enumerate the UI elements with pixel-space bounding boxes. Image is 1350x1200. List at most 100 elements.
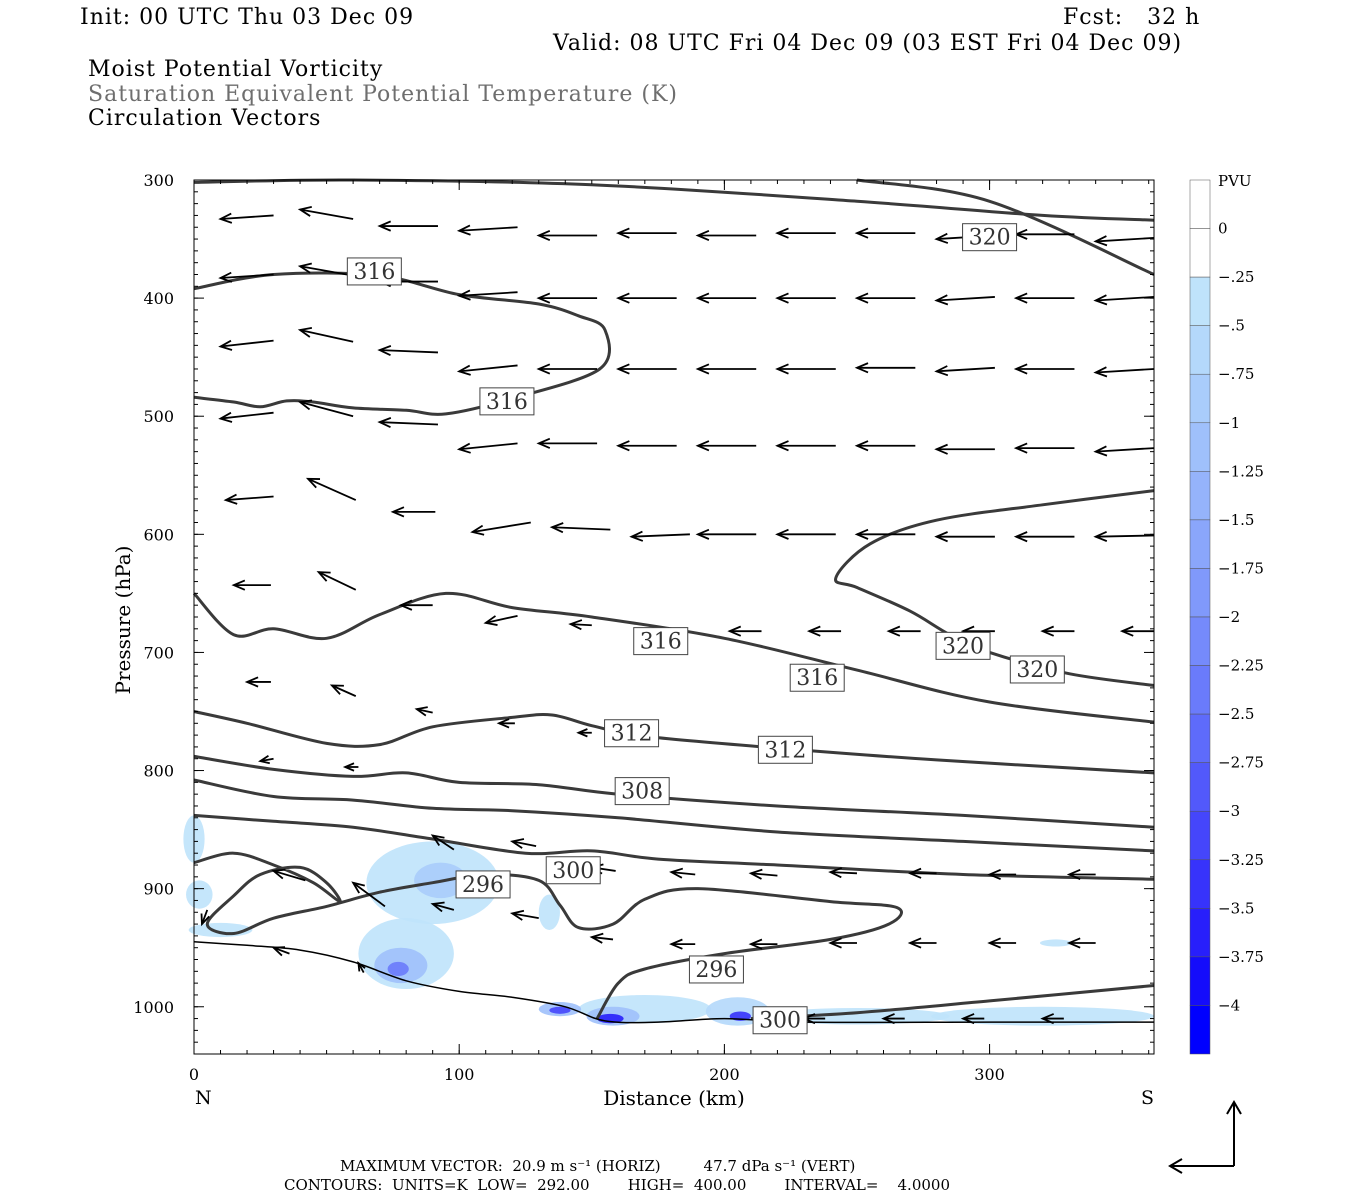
vector-arrow-96: [907, 937, 937, 949]
contour-label-3: 320: [942, 634, 984, 659]
reference-vector-icon: [1168, 1100, 1242, 1174]
vector-arrow-3: [456, 224, 518, 236]
vector-arrow-80: [509, 838, 537, 849]
vector-arrow-79: [430, 834, 455, 851]
contour-320-1: [856, 178, 1155, 276]
vector-arrow-2: [377, 220, 438, 232]
colorbar-swatch-7: [1189, 519, 1211, 569]
colorbar-swatch-3: [1189, 325, 1211, 375]
vector-arrow-99: [200, 909, 210, 927]
contour-label-13: 300: [759, 1009, 801, 1034]
vector-arrow-62: [398, 599, 433, 611]
vector-arrow-30: [695, 363, 757, 375]
contour-304-7: [193, 778, 1155, 853]
vector-arrow-74: [414, 706, 433, 717]
contour-label-box-10: [545, 856, 601, 885]
vector-arrow-56: [854, 528, 916, 540]
vector-arrow-19: [775, 292, 836, 304]
vector-arrow-53: [629, 530, 690, 542]
vector-arrow-34: [1013, 363, 1075, 375]
vector-arrow-94: [748, 938, 778, 950]
vector-arrow-23: [1093, 294, 1155, 306]
vector-arrow-25: [297, 326, 354, 343]
colorbar-swatch-15: [1189, 908, 1211, 958]
vector-arrow-48: [223, 493, 274, 505]
vector-arrow-78: [342, 762, 359, 772]
vector-arrow-58: [1013, 531, 1075, 543]
contour-316-4: [192, 591, 1155, 724]
vector-arrow-5: [615, 227, 677, 239]
vector-arrow-42: [695, 440, 757, 452]
circulation-vectors: [200, 205, 1155, 1025]
vector-arrow-29: [615, 363, 677, 375]
vector-arrow-77: [258, 755, 274, 765]
vector-arrow-72: [244, 676, 271, 688]
vector-arrow-97: [987, 937, 1017, 949]
vector-arrow-104: [960, 1013, 985, 1025]
colorbar-swatch-6: [1189, 471, 1211, 521]
vector-arrow-8: [854, 227, 916, 239]
colorbar-label-10: −2.5: [1218, 705, 1254, 723]
vector-arrow-61: [316, 571, 357, 591]
colorbar-title: PVU: [1218, 172, 1252, 190]
x-tick-label-200: 200: [709, 1065, 740, 1084]
y-tick-label-900: 900: [143, 880, 174, 899]
vector-arrow-103: [881, 1013, 905, 1025]
colorbar-label-0: 0: [1218, 220, 1228, 238]
pv-patch-17: [931, 1006, 1154, 1026]
contour-label-box-0: [962, 223, 1018, 252]
vector-arrow-84: [828, 867, 858, 879]
contour-label-box-7: [604, 719, 660, 748]
vector-arrow-60: [231, 579, 271, 591]
contour-308-6: [193, 754, 1155, 829]
colorbar-label-6: −1.5: [1218, 511, 1254, 529]
colorbar-label-3: −.75: [1218, 365, 1254, 383]
colorbar-swatch-5: [1189, 422, 1211, 472]
colorbar-swatch-0: [1189, 179, 1211, 229]
vector-arrow-55: [775, 528, 836, 540]
y-tick-label-700: 700: [143, 643, 174, 662]
vector-arrow-100: [271, 946, 290, 957]
x-axis-label: Distance (km): [603, 1086, 745, 1110]
vector-arrow-64: [568, 619, 592, 631]
vector-arrow-50: [390, 506, 436, 518]
colorbar-label-5: −1.25: [1218, 462, 1264, 480]
y-tick-label-400: 400: [143, 289, 174, 308]
contour-label-box-6: [789, 663, 845, 692]
contour-label-box-13: [752, 1006, 808, 1035]
contour-label-box-9: [614, 777, 670, 806]
pv-colorbar: 0 −.25 −.5 −.75 −1 −1.25 −1.5 −1.75 −2 −2.25 −2.5 −…: [1189, 179, 1264, 1055]
vector-arrow-46: [1013, 442, 1075, 454]
vector-arrow-22: [1013, 292, 1075, 304]
y-tick-label-300: 300: [143, 171, 174, 190]
vector-arrow-51: [470, 521, 531, 536]
contour-label-box-11: [455, 870, 511, 899]
colorbar-label-15: −3.75: [1218, 948, 1264, 966]
vector-arrow-73: [329, 684, 357, 697]
colorbar-swatch-16: [1189, 956, 1211, 1006]
x-left-end-label: N: [195, 1087, 212, 1109]
valid-time: Valid: 08 UTC Fri 04 Dec 09 (03 EST Fri …: [553, 31, 1183, 56]
colorbar-swatch-11: [1189, 713, 1211, 763]
vector-arrow-45: [934, 443, 995, 455]
y-tick-label-500: 500: [143, 407, 174, 426]
vector-arrow-24: [218, 339, 274, 351]
vector-arrow-11: [1093, 235, 1155, 247]
vector-arrow-31: [775, 363, 836, 375]
vector-arrow-44: [854, 440, 916, 452]
contour-label-box-1: [346, 257, 402, 286]
field-title-vectors: Circulation Vectors: [88, 106, 322, 131]
colorbar-swatch-8: [1189, 568, 1211, 618]
contour-label-0: 320: [969, 226, 1011, 251]
vector-arrow-49: [305, 477, 357, 501]
theta-es-contours: [192, 178, 1155, 1024]
colorbar-swatch-13: [1189, 810, 1211, 861]
pv-patch-7: [387, 961, 409, 977]
contour-label-box-12: [688, 955, 744, 984]
colorbar-label-8: −2: [1218, 608, 1240, 626]
contour-labels: 320 316 316 320 316 320 316 312 312 308 300 296 296 3…: [346, 223, 1065, 1035]
colorbar-swatch-10: [1189, 665, 1211, 715]
terrain-line: [193, 941, 1154, 1024]
max-vector-info: MAXIMUM VECTOR: 20.9 m s⁻¹ (HORIZ) 47.7 …: [340, 1157, 856, 1175]
